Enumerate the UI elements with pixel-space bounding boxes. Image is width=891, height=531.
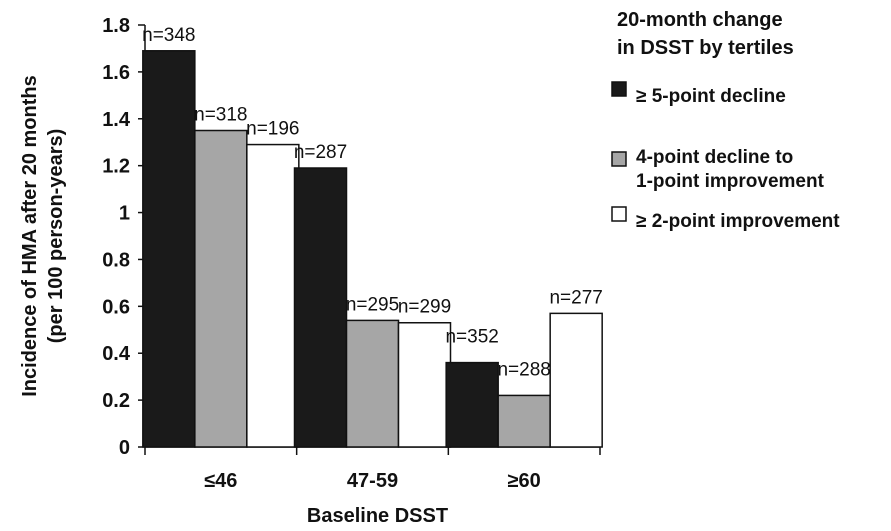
y-tick-label: 0.8 — [102, 249, 130, 271]
bar-n-label: n=348 — [142, 25, 195, 46]
bar-n-label: n=352 — [445, 327, 498, 348]
y-axis-title-line: Incidence of HMA after 20 months — [19, 75, 41, 397]
legend-label: 4-point decline to — [636, 147, 793, 168]
y-tick-label: 1.2 — [102, 156, 130, 178]
bar-n-label: n=277 — [549, 287, 602, 308]
legend-swatch — [611, 151, 627, 167]
legend-title-line: in DSST by tertiles — [617, 37, 794, 59]
legend-label: 1-point improvement — [636, 171, 825, 192]
y-tick-label: 1 — [119, 203, 130, 225]
bar-n-label: n=318 — [194, 105, 247, 126]
legend-label: ≥ 5-point decline — [636, 86, 786, 107]
x-category-label: ≤46 — [204, 470, 237, 492]
bar — [397, 321, 452, 448]
y-tick-label: 0.4 — [102, 343, 131, 365]
bar — [293, 167, 348, 448]
bar — [345, 319, 400, 448]
bar — [246, 143, 300, 448]
bar-n-label: n=288 — [497, 359, 550, 380]
y-tick-label: 0.6 — [102, 296, 130, 318]
bar — [549, 312, 603, 448]
bar-n-label: n=299 — [398, 297, 451, 318]
y-tick-label: 0 — [119, 437, 130, 459]
legend: 20-month change in DSST by tertiles ≥ 5-po… — [611, 9, 840, 232]
y-tick-label: 1.4 — [102, 109, 131, 131]
bar — [142, 50, 196, 448]
bars — [142, 50, 603, 448]
y-tick-label: 0.2 — [102, 390, 130, 412]
y-axis-title: Incidence of HMA after 20 months (per 100… — [19, 75, 67, 397]
legend-swatch — [611, 206, 627, 222]
x-axis-title: Baseline DSST — [307, 505, 448, 527]
x-category-label: 47-59 — [347, 470, 398, 492]
bar — [194, 129, 248, 448]
y-axis-title-line: (per 100 person-years) — [45, 129, 67, 344]
bar — [445, 361, 499, 448]
legend-swatch — [611, 81, 627, 97]
bar-n-label: n=196 — [246, 119, 299, 140]
y-tick-label: 1.6 — [102, 62, 130, 84]
y-tick-label: 1.8 — [102, 15, 130, 37]
bar-n-label: n=295 — [346, 294, 399, 315]
legend-title-line: 20-month change — [617, 9, 783, 31]
axes: 0 0.2 0.4 0.6 0.8 1 1.2 1.4 1.6 1.8 ≤46 47-59 ≥60 Bas… — [19, 15, 601, 527]
bar-n-label: n=287 — [294, 142, 347, 163]
legend-label: ≥ 2-point improvement — [636, 211, 840, 232]
x-category-label: ≥60 — [508, 470, 541, 492]
bar — [497, 394, 551, 448]
